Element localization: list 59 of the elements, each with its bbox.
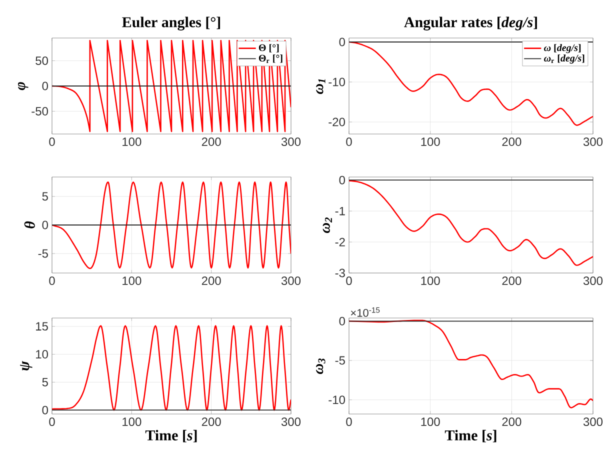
y-tick-label: 5: [42, 192, 48, 201]
y-tick-label: 50: [36, 56, 48, 65]
y-axis-title: θ: [24, 221, 35, 228]
y-tick-label: -5: [38, 249, 48, 258]
y-axis-title: φ: [18, 82, 28, 90]
x-tick-label: 0: [49, 418, 55, 426]
x-tick-label: 300: [583, 276, 603, 286]
legend-label: Θ [°]: [258, 44, 279, 52]
y-axis-title: ψ: [20, 360, 32, 370]
x-tick-label: 200: [202, 276, 221, 286]
x-tick-label: 100: [122, 276, 142, 286]
chart-title: Euler angles [°]: [122, 16, 220, 30]
x-tick-label: 200: [502, 418, 522, 426]
y-tick-label: 0: [339, 176, 346, 184]
legend-label: ω$_{r}$ [deg/s]: [544, 54, 584, 64]
y-tick-label: 0: [42, 406, 48, 414]
y-tick-label: -50: [32, 107, 48, 116]
x-axis-title: Time [s]: [444, 430, 496, 442]
y-tick-label: -10: [328, 396, 346, 404]
x-tick-label: 300: [281, 138, 301, 146]
x-tick-label: 300: [583, 418, 603, 426]
x-tick-label: 0: [49, 138, 55, 146]
y-tick-label: -10: [328, 78, 346, 86]
y-tick-label: 15: [36, 322, 48, 331]
legend-label: Θ$_{r}$ [°]: [258, 54, 282, 63]
x-tick-label: 100: [421, 138, 440, 146]
y-tick-label: 0: [339, 316, 346, 326]
x-tick-label: 200: [502, 276, 522, 286]
x-tick-label: 0: [346, 418, 352, 426]
y-tick-label: -2: [335, 238, 345, 246]
x-tick-label: 100: [421, 276, 440, 286]
y-tick-label: 10: [36, 350, 48, 359]
x-tick-label: 200: [502, 138, 522, 146]
legend-label: ω [deg/s]: [544, 44, 581, 54]
y-tick-label: 0: [339, 38, 346, 46]
chart-title: Angular rates [deg/s]: [404, 16, 537, 30]
x-axis-title: Time [s]: [145, 430, 197, 442]
x-tick-label: 0: [346, 276, 352, 286]
x-tick-label: 100: [122, 138, 142, 146]
y-tick-label: 5: [42, 378, 48, 386]
y-tick-label: 0: [42, 220, 48, 230]
y-axis-title: ω$_{1}$: [316, 79, 326, 94]
x-tick-label: 0: [346, 138, 352, 146]
y-axis-title: ω$_{2}$: [322, 217, 332, 233]
y-tick-label: 0: [42, 82, 48, 90]
x-tick-label: 200: [202, 138, 221, 146]
x-tick-label: 0: [49, 276, 55, 286]
y-axis-title: ω$_{3}$: [316, 358, 326, 374]
x-tick-label: 300: [583, 138, 603, 146]
y-tick-label: -1: [335, 206, 345, 216]
x-tick-label: 300: [281, 418, 301, 426]
text: ×10$^{-15}$: [350, 307, 380, 317]
x-tick-label: 200: [202, 418, 221, 426]
y-tick-label: -3: [335, 268, 345, 278]
x-tick-label: 100: [421, 418, 440, 426]
y-tick-label: -5: [335, 356, 345, 365]
x-tick-label: 100: [122, 418, 142, 426]
x-tick-label: 300: [281, 276, 301, 286]
y-tick-label: -20: [328, 118, 346, 126]
